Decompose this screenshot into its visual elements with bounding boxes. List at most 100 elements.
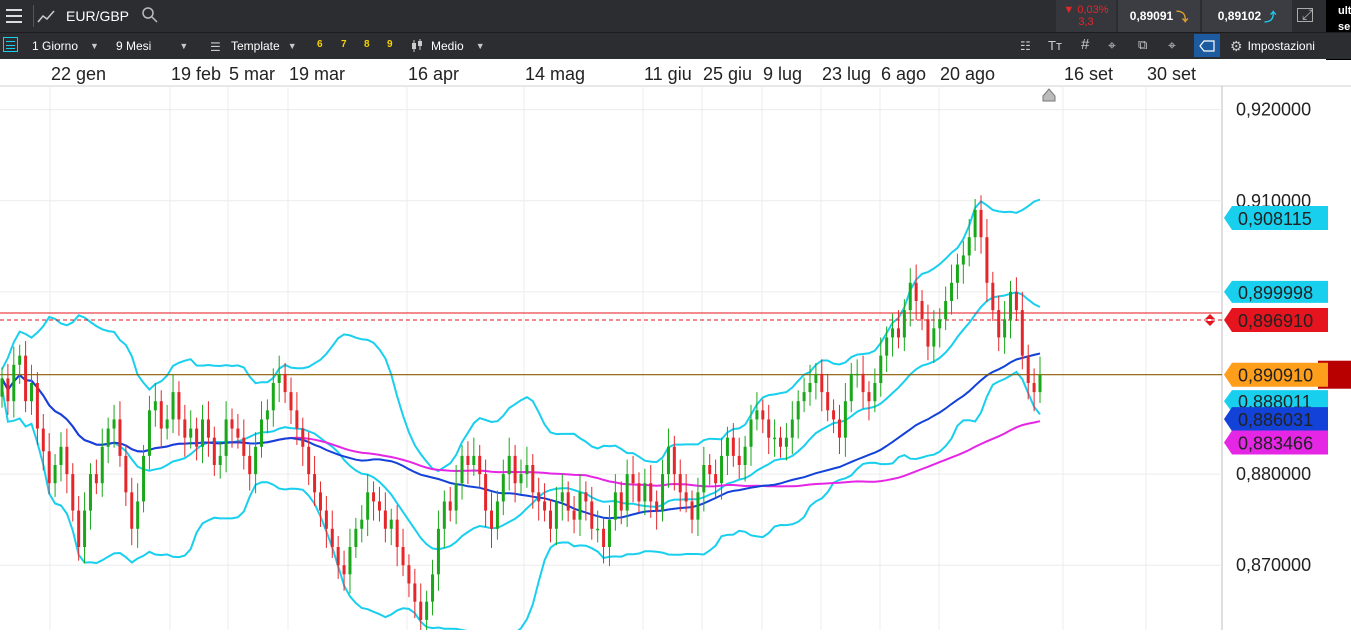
grid-icon[interactable]: # [1081,36,1090,53]
down-candle [183,419,187,438]
down-candle [71,474,75,511]
down-candle [761,410,765,420]
chart-mode-label: Medio [431,39,464,53]
y-tick-label: 0,920000 [1236,100,1311,120]
list-icon[interactable] [3,37,18,52]
down-candle [212,437,216,465]
chart-canvas[interactable]: 22 gen 19 feb 5 mar 19 mar 16 apr 14 mag 11 gi… [0,58,1351,635]
up-candle [1003,319,1007,338]
up-candle [773,437,777,440]
up-candle [389,519,393,529]
up-candle [18,355,22,365]
up-candle [607,519,611,547]
up-candle [29,383,33,402]
chevron-down-icon: ▼ [287,41,297,51]
quick-template-7[interactable]: 7 [341,39,347,50]
hidden-price-tag [1224,280,1328,303]
up-candle [171,392,175,420]
down-candle [543,501,547,511]
x-tick-label: 19 mar [289,64,345,84]
down-candle [779,437,782,447]
settings-button[interactable]: ⚙ Impostazioni [1230,33,1315,59]
top-bar: EUR/GBP ▼ 0,03% 3,3 0,89091 ⤵ 0,89102 ⤴ … [0,0,1351,60]
up-candle [454,483,458,511]
down-candle [448,501,452,511]
chart-mode-dropdown[interactable]: Medio ▼ [431,33,485,59]
up-candle [425,601,429,620]
price-tag-label: 0,896910 [1238,311,1313,331]
down-candle [118,419,122,456]
up-candle [720,455,724,484]
interval-label: 1 Giorno [32,39,79,53]
down-candle [466,455,470,465]
draw-icon[interactable]: ⌖ [1168,37,1176,53]
up-candle [12,364,16,402]
x-tick-label: 23 lug [822,64,871,84]
down-candle [820,373,824,393]
down-candle [537,492,541,502]
chart-type-icon[interactable] [33,5,58,27]
period-label: 9 Mesi [116,39,152,53]
down-candle [159,401,163,429]
bollinger-lower-line [1,370,1041,635]
settings-label: Impostazioni [1247,39,1315,53]
instrument-symbol[interactable]: EUR/GBP [66,8,130,24]
template-dropdown[interactable]: Template ▼ [231,33,297,59]
up-candle [83,510,87,547]
down-candle [767,419,771,438]
price-tag [1224,407,1328,432]
up-candle [271,383,275,411]
down-candle [395,519,399,547]
text-size-icon[interactable]: Tт [1048,38,1062,53]
quick-template-8[interactable]: 8 [364,39,370,50]
sell-button[interactable]: 0,89091 ⤵ [1118,0,1200,32]
down-candle [985,237,989,283]
hidden-price-tag-label: 0,888011 [1238,392,1312,412]
price-change-box: ▼ 0,03% 3,3 [1056,0,1116,32]
candle-mode-icon [410,38,424,57]
down-candle [313,474,317,493]
x-tick-label: 6 ago [881,64,926,84]
up-candle [142,455,146,502]
up-candle [147,410,151,456]
up-candle [348,547,352,575]
label-tool-icon[interactable] [1194,34,1220,57]
quick-template-6[interactable]: 6 [317,39,323,50]
search-icon[interactable] [141,6,159,29]
crosshair-icon[interactable]: ⌖ [1108,37,1116,53]
down-candle [401,547,405,566]
down-candle [65,446,69,475]
up-candle [201,419,205,447]
up-candle [0,378,4,397]
price-tag-label: 0,883466 [1238,434,1313,454]
up-candle [743,446,747,465]
up-candle [525,465,529,475]
down-candle [590,501,594,529]
down-candle [684,492,688,502]
down-candle [301,428,305,447]
down-candle [837,419,841,438]
price-tag [1224,362,1328,387]
up-candle [106,428,110,447]
down-candle [242,437,246,456]
up-candle [112,419,116,429]
expand-icon[interactable]: ⤢ [1302,6,1314,22]
up-candle [472,455,476,465]
down-candle [295,410,299,429]
price-chart[interactable]: 22 gen 19 feb 5 mar 19 mar 16 apr 14 mag 11 gi… [0,58,1351,635]
period-dropdown[interactable]: 9 Mesi ▼ [116,33,188,59]
order-down-icon [1205,321,1215,327]
sma-fast-line [1,352,1041,520]
menu-icon[interactable] [6,9,22,23]
interval-dropdown[interactable]: 1 Giorno ▼ [32,33,99,59]
indicators-icon[interactable]: ☷ [1020,39,1031,53]
hidden-price-tag [1224,390,1328,413]
buy-button[interactable]: 0,89102 ⤴ [1202,0,1292,32]
window-icon[interactable] [1297,8,1313,22]
quick-template-9[interactable]: 9 [387,39,393,50]
layers-icon[interactable]: ⧉ [1138,37,1148,52]
down-candle [490,510,494,529]
up-candle [442,501,446,529]
up-candle [702,465,706,493]
up-candle [879,355,883,383]
